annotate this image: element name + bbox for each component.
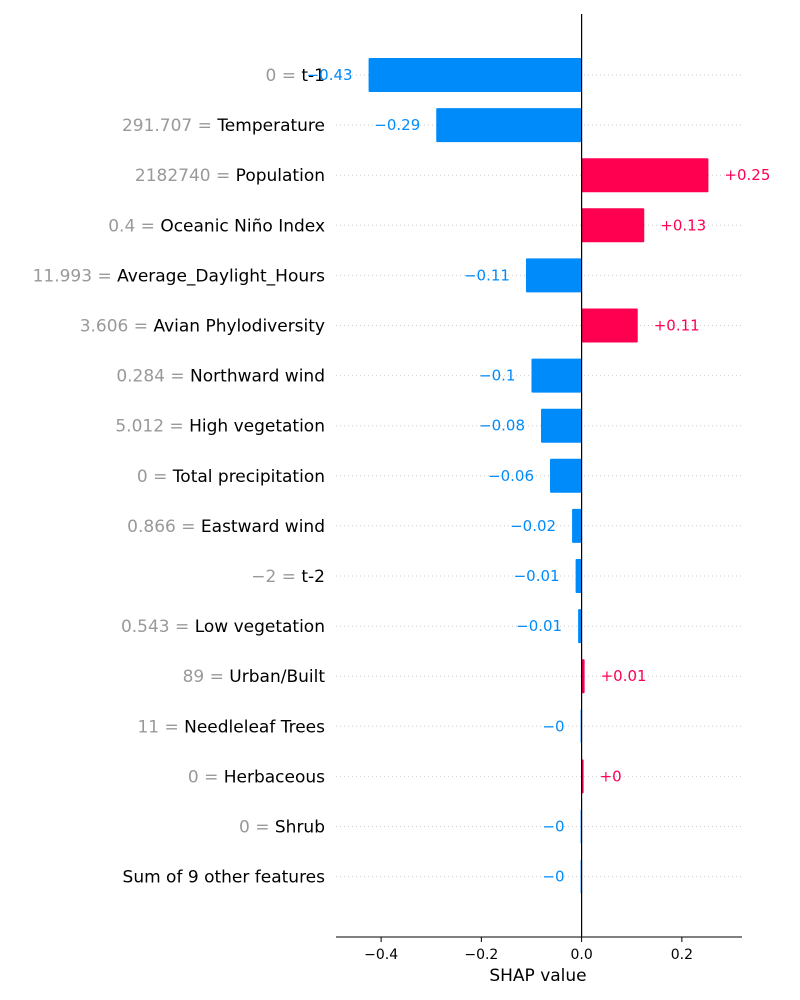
bar-value-label: −0.11 [464, 266, 510, 284]
feature-label: 11.993 = Average_Daylight_Hours [33, 266, 326, 286]
feature-name: Oceanic Niño Index [160, 216, 325, 236]
shap-bar [531, 358, 582, 393]
bar-value-label: +0.25 [724, 166, 770, 184]
x-tick-label: 0.2 [671, 947, 693, 963]
feature-label: 0.4 = Oceanic Niño Index [108, 216, 325, 236]
bar-value-labels: −0.43 −0.29 +0.25 +0.13 −0.11 +0.11 −0.1 −0.08 −… [307, 66, 771, 886]
feature-value: 0.866 = [127, 517, 201, 537]
shap-bar [581, 208, 645, 243]
feature-labels: 0 = t-1 291.707 = Temperature 2182740 = Po… [33, 66, 326, 888]
bars [368, 58, 709, 894]
feature-name: Needleleaf Trees [184, 717, 325, 737]
bar-value-label: −0.01 [516, 617, 562, 635]
feature-name: t-2 [301, 567, 325, 587]
bar-value-label: +0.13 [660, 216, 706, 234]
feature-value: 0.543 = [121, 617, 195, 637]
shap-bar [581, 308, 638, 343]
feature-value: 0.4 = [108, 216, 160, 236]
feature-label: 0 = Total precipitation [137, 467, 325, 487]
shap-bar [572, 508, 582, 543]
bar-value-label: −0.01 [514, 567, 560, 585]
shap-bar [550, 458, 582, 493]
bar-value-label: −0 [542, 868, 564, 886]
x-tick-label: 0.0 [570, 947, 592, 963]
feature-value: 11 = [137, 717, 184, 737]
feature-name: Low vegetation [195, 617, 325, 637]
feature-name: Herbaceous [224, 767, 325, 787]
x-axis-title: SHAP value [489, 966, 586, 986]
x-tick-label: −0.2 [464, 947, 498, 963]
grid-lines [336, 74, 742, 878]
feature-name: Temperature [216, 116, 325, 136]
bar-value-label: −0.06 [488, 467, 534, 485]
feature-name: t-1 [301, 66, 325, 86]
feature-name: High vegetation [189, 417, 325, 437]
bar-value-label: −0.02 [510, 517, 556, 535]
feature-value: 291.707 = [122, 116, 217, 136]
feature-label: 0.543 = Low vegetation [121, 617, 325, 637]
feature-name: Urban/Built [229, 667, 325, 687]
shap-bar [436, 108, 582, 143]
x-axis: −0.4 −0.2 0.0 0.2 [336, 936, 742, 963]
feature-label: 291.707 = Temperature [122, 116, 325, 136]
bar-value-label: −0.29 [374, 116, 420, 134]
feature-value: 2182740 = [135, 166, 236, 186]
shap-bar [578, 609, 582, 644]
feature-label: 0.284 = Northward wind [116, 367, 325, 387]
feature-value: 0 = [239, 818, 275, 838]
feature-label: 89 = Urban/Built [183, 667, 326, 687]
bar-value-label: −0 [542, 717, 564, 735]
feature-name: Shrub [275, 818, 325, 838]
feature-value: 0.284 = [116, 367, 190, 387]
bar-value-label: −0.08 [479, 417, 525, 435]
feature-name: Avian Phylodiversity [153, 317, 325, 337]
bar-value-label: +0.01 [601, 667, 647, 685]
feature-label: 3.606 = Avian Phylodiversity [80, 317, 325, 337]
feature-label: Sum of 9 other features [123, 868, 326, 888]
feature-value: 5.012 = [115, 417, 189, 437]
bar-value-label: +0 [600, 767, 622, 785]
feature-name: Total precipitation [172, 467, 325, 487]
feature-label: 11 = Needleleaf Trees [137, 717, 325, 737]
shap-bar [541, 408, 582, 443]
feature-value: 0 = [137, 467, 173, 487]
feature-label: −2 = t-2 [251, 567, 325, 587]
shap-bar [575, 559, 582, 593]
bar-value-label: −0 [542, 818, 564, 836]
feature-value: 0 = [188, 767, 224, 787]
feature-label: 0 = t-1 [266, 66, 326, 86]
bar-value-label: −0.1 [479, 367, 515, 385]
feature-value: 3.606 = [80, 317, 154, 337]
shap-bar [525, 258, 582, 293]
feature-name: Population [236, 166, 325, 186]
bar-value-label: −0.43 [307, 66, 353, 84]
feature-label: 2182740 = Population [135, 166, 325, 186]
feature-label: 0 = Shrub [239, 818, 325, 838]
feature-label: 0.866 = Eastward wind [127, 517, 325, 537]
feature-label: 5.012 = High vegetation [115, 417, 325, 437]
shap-bar [368, 58, 582, 92]
x-tick-label: −0.4 [364, 947, 398, 963]
feature-value: 89 = [183, 667, 230, 687]
feature-value: 0 = [266, 66, 302, 86]
feature-name: Northward wind [190, 367, 325, 387]
bar-value-label: +0.11 [654, 317, 700, 335]
shap-bar [581, 659, 585, 694]
feature-value: 11.993 = [33, 266, 118, 286]
feature-label: 0 = Herbaceous [188, 767, 325, 787]
feature-name: Eastward wind [201, 517, 325, 537]
feature-value: −2 = [251, 567, 301, 587]
shap-bar [581, 158, 709, 193]
feature-name: Sum of 9 other features [123, 868, 326, 888]
feature-name: Average_Daylight_Hours [117, 266, 325, 286]
